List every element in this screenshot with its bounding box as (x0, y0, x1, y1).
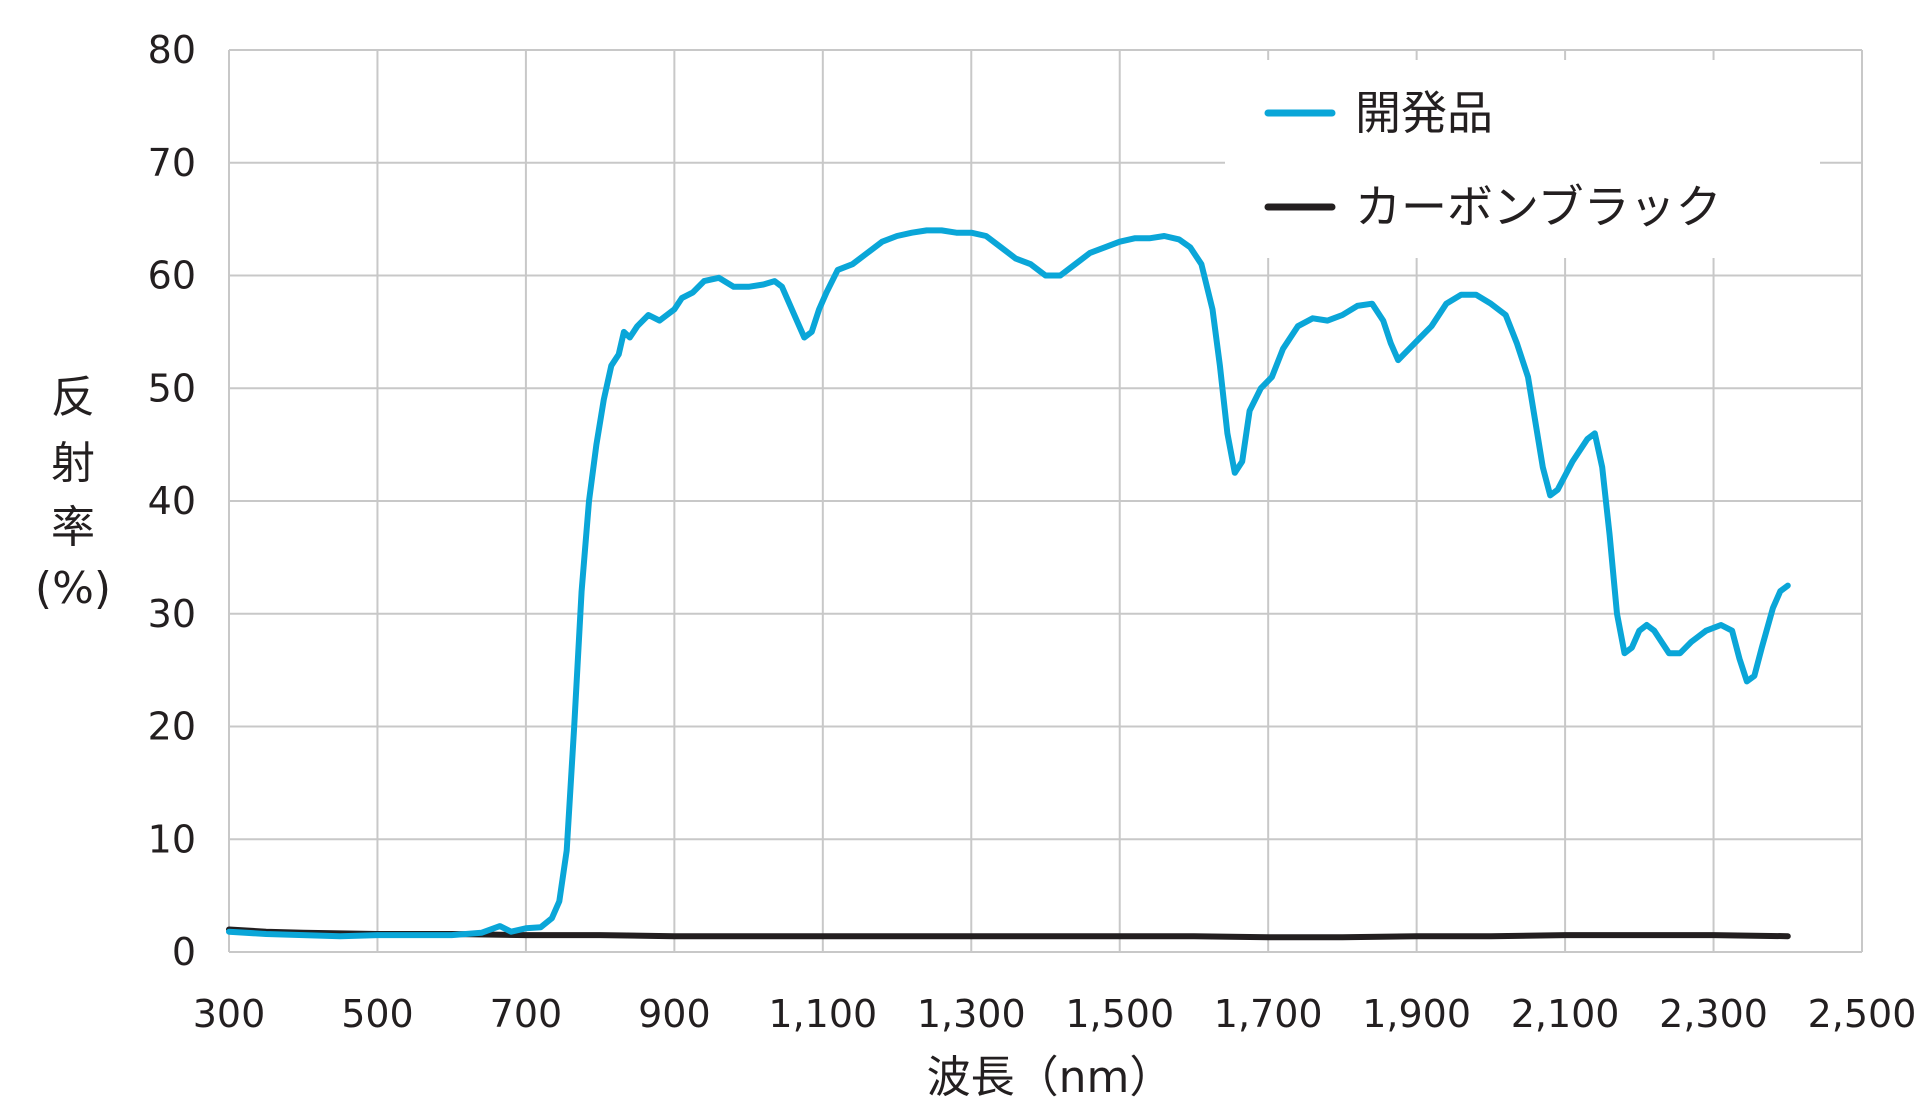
x-tick-label: 1,900 (1362, 992, 1471, 1036)
series-lines (226, 227, 1791, 941)
legend-label: カーボンブラック (1355, 180, 1722, 234)
y-tick-label: 10 (148, 817, 196, 861)
x-tick-label: 2,300 (1659, 992, 1768, 1036)
y-axis-ticks: 0 10 20 30 40 50 60 70 80 (148, 28, 196, 974)
y-tick-label: 0 (172, 930, 196, 974)
y-tick-label: 60 (148, 254, 196, 298)
y-tick-label: 30 (148, 592, 196, 636)
y-tick-label: 50 (148, 366, 196, 410)
x-axis-title: 波長（nm） (927, 1052, 1174, 1103)
y-tick-label: 40 (148, 479, 196, 523)
x-tick-label: 1,700 (1214, 992, 1323, 1036)
x-tick-label: 1,100 (768, 992, 877, 1036)
y-axis-title-line: 反 (51, 372, 95, 423)
series-line-development (226, 227, 1791, 940)
x-tick-label: 1,300 (917, 992, 1026, 1036)
y-axis-title-line: 射 (51, 438, 95, 489)
legend-label: 開発品 (1355, 86, 1493, 140)
x-tick-label: 300 (193, 992, 266, 1036)
y-tick-label: 20 (148, 705, 196, 749)
x-tick-label: 500 (341, 992, 414, 1036)
y-tick-label: 80 (148, 28, 196, 72)
x-tick-label: 2,100 (1511, 992, 1620, 1036)
x-tick-label: 2,500 (1808, 992, 1917, 1036)
x-tick-label: 700 (490, 992, 563, 1036)
x-tick-label: 1,500 (1065, 992, 1174, 1036)
y-axis-title-line: (%) (35, 563, 111, 614)
y-axis-title-line: 率 (51, 502, 95, 553)
x-axis-ticks: 300 500 700 900 1,100 1,300 1,500 1,700 1,900 2,1… (193, 992, 1917, 1036)
x-tick-label: 900 (638, 992, 711, 1036)
y-axis-title: 反射率 (%) (35, 372, 111, 614)
legend-background (1225, 60, 1820, 258)
y-tick-label: 70 (148, 141, 196, 185)
